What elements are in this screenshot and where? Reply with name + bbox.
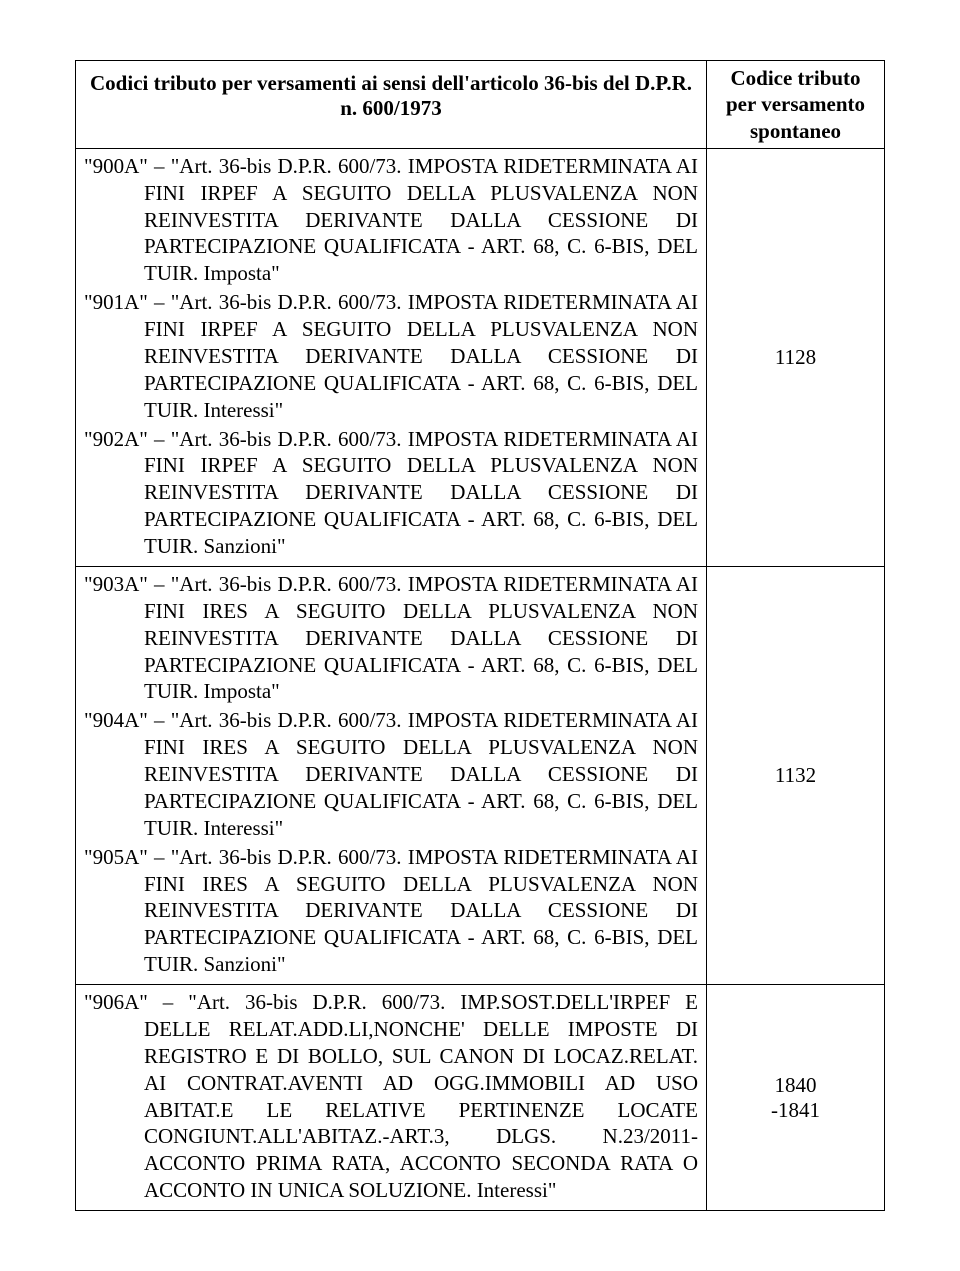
entry-text: "906A" – "Art. 36-bis D.P.R. 600/73. IMP… (84, 989, 698, 1204)
entry-text: "902A" – "Art. 36-bis D.P.R. 600/73. IMP… (84, 426, 698, 560)
code-cell: 1840 -1841 (707, 985, 885, 1211)
code-cell: 1132 (707, 566, 885, 984)
table-row: "903A" – "Art. 36-bis D.P.R. 600/73. IMP… (76, 566, 885, 984)
code-value: 1840 -1841 (771, 1073, 820, 1122)
table-row: "906A" – "Art. 36-bis D.P.R. 600/73. IMP… (76, 985, 885, 1211)
entries-cell: "900A" – "Art. 36-bis D.P.R. 600/73. IMP… (76, 148, 707, 566)
code-cell: 1128 (707, 148, 885, 566)
codici-tributo-table: Codici tributo per versamenti ai sensi d… (75, 60, 885, 1211)
document-page: Codici tributo per versamenti ai sensi d… (0, 0, 960, 1271)
entry-text: "904A" – "Art. 36-bis D.P.R. 600/73. IMP… (84, 707, 698, 841)
code-value: 1128 (775, 345, 816, 369)
header-left-cell: Codici tributo per versamenti ai sensi d… (76, 61, 707, 149)
header-right-title: Codice tributo per versamento spontaneo (726, 66, 865, 143)
entry-text: "903A" – "Art. 36-bis D.P.R. 600/73. IMP… (84, 571, 698, 705)
entries-cell: "903A" – "Art. 36-bis D.P.R. 600/73. IMP… (76, 566, 707, 984)
entry-text: "900A" – "Art. 36-bis D.P.R. 600/73. IMP… (84, 153, 698, 287)
entry-text: "901A" – "Art. 36-bis D.P.R. 600/73. IMP… (84, 289, 698, 423)
entry-text: "905A" – "Art. 36-bis D.P.R. 600/73. IMP… (84, 844, 698, 978)
header-left-title: Codici tributo per versamenti ai sensi d… (90, 71, 692, 120)
table-row: "900A" – "Art. 36-bis D.P.R. 600/73. IMP… (76, 148, 885, 566)
table-header-row: Codici tributo per versamenti ai sensi d… (76, 61, 885, 149)
code-value: 1132 (775, 763, 816, 787)
entries-cell: "906A" – "Art. 36-bis D.P.R. 600/73. IMP… (76, 985, 707, 1211)
header-right-cell: Codice tributo per versamento spontaneo (707, 61, 885, 149)
